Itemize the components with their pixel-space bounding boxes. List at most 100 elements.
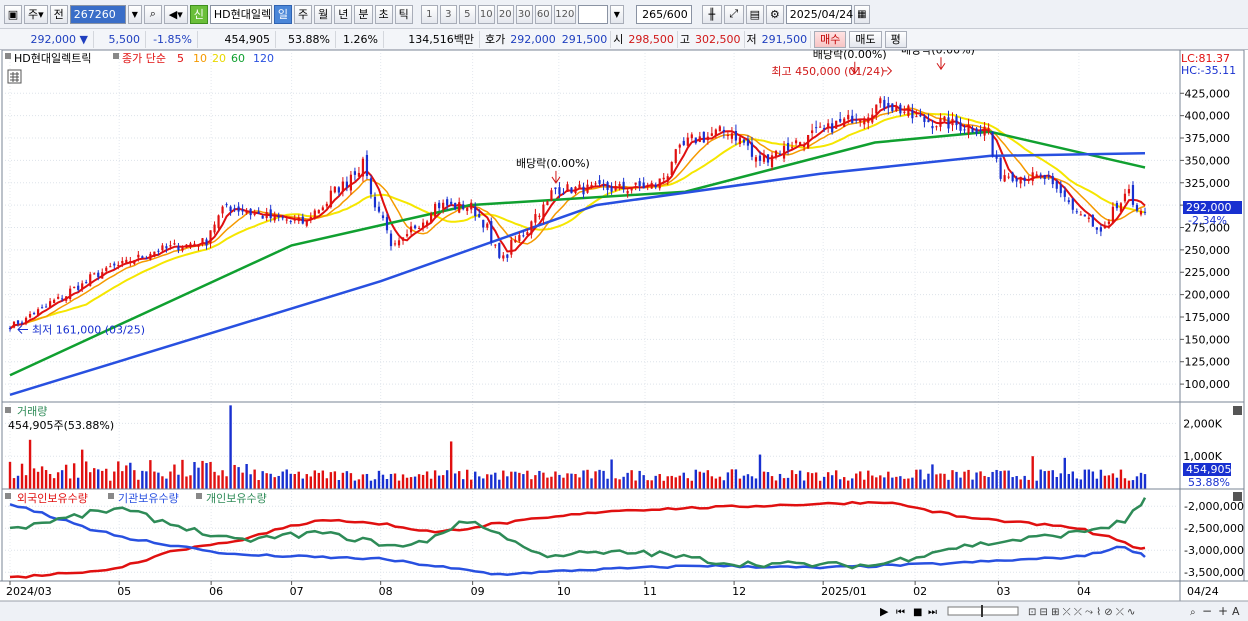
minute-20[interactable]: 20 (496, 4, 514, 24)
volume-bar (987, 477, 990, 489)
volume-bar (341, 472, 345, 489)
period-select[interactable]: 주 ▾ (24, 4, 48, 24)
stock-name-field[interactable]: HD현대일렉 (209, 4, 272, 24)
minute-1[interactable]: 1 (420, 4, 438, 24)
custom-period-input[interactable] (577, 4, 608, 24)
minute-3[interactable]: 3 (439, 4, 457, 24)
volume-bar (630, 470, 633, 489)
candle (1027, 175, 1030, 184)
code-dropdown-icon[interactable]: ▼ (127, 4, 142, 24)
candle (510, 236, 513, 258)
candle (177, 242, 180, 254)
volume-bar (534, 475, 537, 489)
candle (341, 177, 344, 197)
candle (498, 242, 501, 260)
volume-bar (818, 480, 822, 489)
font-size-icon[interactable]: A (1232, 605, 1240, 618)
sell-button[interactable]: 매도 (849, 30, 882, 48)
gear-icon[interactable]: ⚙ (765, 4, 784, 24)
count-field[interactable]: 265/600 (635, 4, 692, 24)
current-price: 292,000 ▼ (4, 30, 94, 48)
candle (381, 211, 385, 221)
volume-bar (883, 477, 886, 489)
candle (1043, 174, 1046, 185)
candle (361, 156, 365, 182)
tab-minute[interactable]: 분 (354, 4, 373, 24)
scroll-bar[interactable]: ▶ ⏮ ■ ⏭ ⊡ ⊟ ⊞ ⤫ ⤫ ⤳ ⌇ ⊘ ⤫ ∿ ⌕ − + A (0, 600, 1248, 621)
search-icon[interactable]: ⌕ (143, 4, 162, 24)
volume-bar (245, 464, 248, 489)
minute-5[interactable]: 5 (458, 4, 476, 24)
eval-button[interactable]: 평 (884, 30, 907, 48)
tab-tick[interactable]: 틱 (394, 4, 413, 24)
candle (257, 207, 260, 215)
prev-button[interactable]: 전 (49, 4, 68, 24)
stock-chart[interactable]: 425,000400,000375,000350,000325,000300,0… (0, 50, 1248, 621)
candle (1103, 221, 1106, 230)
tab-second[interactable]: 초 (374, 4, 393, 24)
speaker-icon[interactable]: ◀▾ (163, 4, 188, 24)
tab-month[interactable]: 월 (314, 4, 333, 24)
candle (201, 237, 204, 247)
volume-bar (1139, 472, 1143, 489)
volume-bar (72, 463, 76, 489)
candle (947, 110, 950, 134)
candle (265, 207, 268, 222)
calendar-icon[interactable]: ▦ (853, 4, 870, 24)
zoom-in-icon[interactable]: + (1218, 604, 1228, 618)
candle (1127, 184, 1131, 197)
scroll-start-icon[interactable]: ⏮ (896, 607, 905, 618)
new-badge: 신 (189, 4, 208, 24)
candle (903, 105, 906, 115)
volume-bar (149, 460, 152, 489)
candle (169, 240, 172, 250)
candle (434, 201, 437, 219)
scroll-end-icon[interactable]: ⏭ (928, 607, 937, 618)
candle (413, 224, 417, 230)
candle (546, 200, 549, 206)
candle (305, 220, 308, 228)
volume-bar (726, 472, 730, 489)
volume-bar (337, 479, 341, 489)
buy-button[interactable]: 매수 (814, 30, 847, 48)
window-icon[interactable]: ▣ (4, 4, 22, 24)
candle (586, 179, 589, 194)
stop-icon[interactable]: ■ (913, 607, 922, 618)
tab-week[interactable]: 주 (294, 4, 313, 24)
volume-bar (991, 471, 994, 489)
volume-bar (397, 480, 401, 489)
volume-bar (951, 470, 954, 489)
minute-120[interactable]: 120 (553, 4, 576, 24)
candle (389, 230, 393, 251)
save-icon[interactable]: ▤ (745, 4, 764, 24)
custom-period-dropdown-icon[interactable]: ▼ (609, 4, 624, 24)
draw-tool-icon[interactable]: ⤢ (723, 4, 744, 24)
tab-year[interactable]: 년 (334, 4, 353, 24)
volume-panel-close-icon[interactable] (1233, 406, 1242, 415)
price-tick-label: 150,000 (1185, 333, 1231, 346)
candle (714, 128, 717, 139)
date-input[interactable]: 2025/04/24 (785, 4, 853, 24)
volume-bar (798, 470, 802, 489)
candle (1107, 219, 1111, 229)
candle (983, 121, 986, 142)
scroll-right-icon[interactable]: ▶ (880, 605, 889, 618)
candle (594, 181, 597, 188)
chart-tools-icons[interactable]: ⊡ ⊟ ⊞ ⤫ ⤫ ⤳ ⌇ ⊘ ⤫ ∿ (1028, 607, 1135, 618)
zoom-out-icon[interactable]: − (1202, 604, 1212, 618)
minute-30[interactable]: 30 (515, 4, 533, 24)
volume-bar (453, 473, 457, 489)
volume-bar (847, 480, 850, 489)
tab-day[interactable]: 일 (273, 4, 293, 24)
minute-60[interactable]: 60 (534, 4, 552, 24)
price-tick-label: 275,000 (1185, 222, 1231, 235)
volume-bar (967, 469, 970, 489)
candle (141, 255, 144, 259)
volume-bar (52, 478, 56, 489)
holdings-panel-close-icon[interactable] (1233, 492, 1242, 501)
minute-10[interactable]: 10 (477, 4, 495, 24)
stock-code-input[interactable]: 267260 (69, 4, 126, 24)
candle-style-icon[interactable]: ╫ (701, 4, 722, 24)
magnifier-icon[interactable]: ⌕ (1190, 607, 1196, 618)
volume-bar (983, 475, 986, 489)
